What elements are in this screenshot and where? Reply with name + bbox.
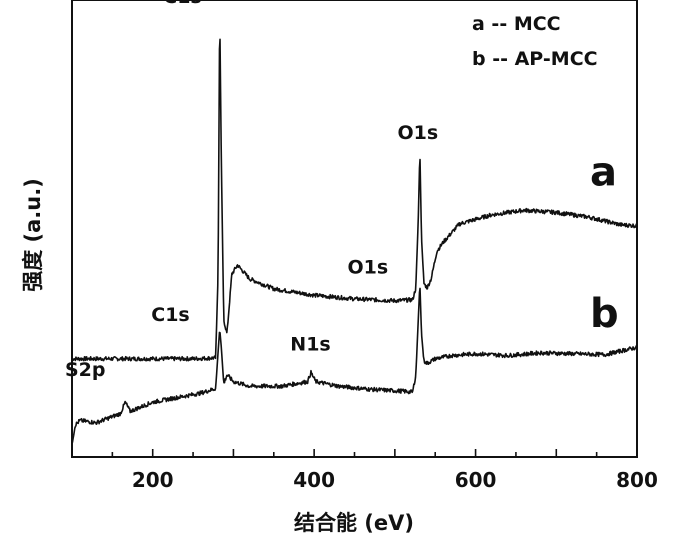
series-b-line [71,287,638,445]
peak-label-o1s-b: O1s [348,256,389,278]
legend-entry-a: a -- MCC [472,13,561,35]
x-axis-label: 结合能 (eV) [294,511,414,535]
peak-label-c1s-a: C1s [163,0,201,8]
curve-letter-b: b [590,291,619,337]
y-axis-label: 强度 (a.u.) [21,178,45,292]
x-tick-label-600: 600 [455,468,497,492]
x-tick-label-400: 400 [293,468,335,492]
legend-entry-b: b -- AP-MCC [472,48,598,70]
series-a-line [71,38,638,362]
curve-letter-a: a [590,149,617,195]
x-tick-label-800: 800 [616,468,658,492]
series-layer [71,38,638,445]
peak-label-n1s-b: N1s [290,333,330,355]
peak-label-o1s-a: O1s [398,122,439,144]
peak-label-c1s-b: C1s [151,304,189,326]
peak-label-s2p-b: S2p [65,359,106,381]
peak-annotations: C1s O1s C1s O1s N1s S2p [65,0,438,381]
x-tick-label-200: 200 [132,468,174,492]
x-axis-ticks: 200 400 600 800 [71,449,658,492]
